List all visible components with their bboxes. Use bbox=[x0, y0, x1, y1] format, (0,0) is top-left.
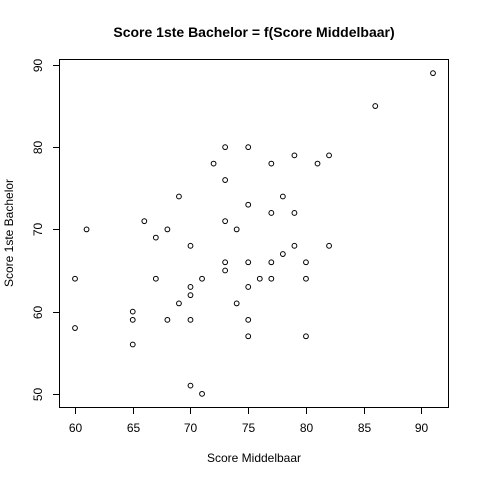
x-tick-label: 70 bbox=[184, 421, 198, 435]
data-point bbox=[72, 275, 78, 282]
data-point bbox=[176, 300, 182, 307]
x-tick-label: 60 bbox=[69, 421, 83, 435]
x-tick-label: 85 bbox=[358, 421, 372, 435]
data-point bbox=[233, 226, 240, 233]
data-point bbox=[245, 201, 252, 208]
data-point bbox=[187, 382, 194, 389]
chart-title: Score 1ste Bachelor = f(Score Middelbaar… bbox=[113, 24, 394, 40]
y-tick-label: 80 bbox=[31, 141, 45, 155]
data-point bbox=[291, 242, 298, 249]
y-tick-label: 60 bbox=[31, 306, 45, 320]
data-point bbox=[176, 193, 182, 200]
data-point bbox=[222, 177, 229, 183]
y-tick-label: 70 bbox=[31, 223, 45, 237]
data-point bbox=[222, 259, 229, 266]
data-point bbox=[326, 152, 332, 159]
data-point bbox=[279, 251, 286, 257]
data-point bbox=[245, 284, 252, 290]
data-point bbox=[199, 390, 205, 397]
data-point bbox=[268, 259, 275, 266]
data-point bbox=[152, 275, 159, 282]
data-point bbox=[129, 316, 136, 323]
data-point bbox=[245, 259, 252, 266]
data-point bbox=[222, 144, 229, 151]
data-point bbox=[222, 218, 229, 225]
x-tick-label: 80 bbox=[300, 421, 314, 435]
data-point bbox=[268, 210, 275, 216]
data-point bbox=[430, 70, 436, 77]
data-point bbox=[303, 275, 309, 282]
data-point bbox=[187, 316, 194, 323]
data-point bbox=[199, 275, 205, 282]
y-tick-label: 90 bbox=[31, 59, 45, 73]
data-point bbox=[222, 267, 229, 274]
data-point bbox=[187, 284, 194, 290]
data-point bbox=[141, 218, 148, 225]
data-point bbox=[268, 275, 275, 282]
x-tick-label: 65 bbox=[127, 421, 141, 435]
data-point bbox=[187, 242, 194, 249]
data-point bbox=[210, 160, 217, 167]
data-point bbox=[245, 333, 252, 340]
x-axis: 60 65 70 75 80 85 90 bbox=[69, 407, 429, 435]
data-points bbox=[72, 70, 436, 397]
data-point bbox=[303, 259, 309, 266]
y-axis-title: Score 1ste Bachelor bbox=[2, 179, 16, 287]
data-point bbox=[372, 103, 379, 109]
data-point bbox=[303, 333, 309, 340]
x-tick-label: 90 bbox=[415, 421, 429, 435]
data-point bbox=[152, 234, 159, 241]
data-point bbox=[164, 316, 171, 323]
data-point bbox=[245, 144, 252, 151]
data-point bbox=[291, 210, 298, 216]
data-point bbox=[256, 275, 263, 282]
data-point bbox=[268, 160, 275, 167]
data-point bbox=[245, 316, 252, 323]
data-point bbox=[233, 300, 240, 307]
plot-frame bbox=[59, 59, 449, 408]
data-point bbox=[83, 226, 90, 233]
data-point bbox=[326, 242, 332, 249]
data-point bbox=[164, 226, 171, 233]
data-point bbox=[279, 193, 286, 200]
data-point bbox=[129, 341, 136, 348]
x-axis-title: Score Middelbaar bbox=[207, 451, 301, 465]
data-point bbox=[291, 152, 298, 159]
data-point bbox=[72, 325, 78, 331]
data-point bbox=[187, 292, 194, 299]
data-point bbox=[129, 308, 136, 315]
x-tick-label: 75 bbox=[242, 421, 256, 435]
data-point bbox=[314, 160, 321, 167]
y-tick-label: 50 bbox=[31, 388, 45, 402]
y-axis: 50 60 70 80 90 bbox=[31, 59, 60, 402]
